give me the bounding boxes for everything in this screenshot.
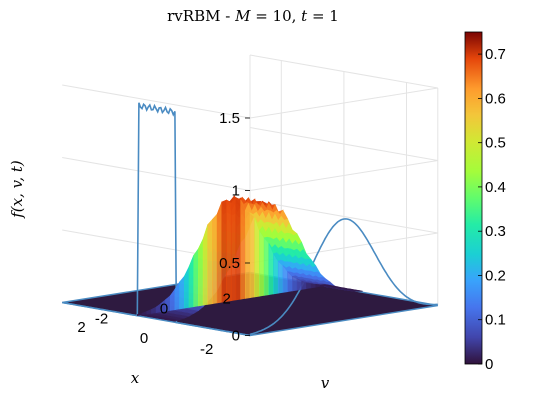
z-tick-label: 1 xyxy=(232,183,240,200)
surface-front-patch xyxy=(193,247,199,308)
x-axis-label: x xyxy=(131,369,140,387)
colorbar xyxy=(464,31,483,365)
x-tick-label: 2 xyxy=(77,319,85,336)
colorbar-tick-label: 0.3 xyxy=(485,223,506,240)
chart-title: rvRBM - M = 10, t = 1 xyxy=(167,7,339,25)
colorbar-tick-label: 0.4 xyxy=(485,179,506,196)
x-tick-label: 0 xyxy=(140,330,148,347)
surface-front-patch xyxy=(305,282,312,290)
colorbar-tick-label: 0.7 xyxy=(485,46,506,63)
surface-front-patch xyxy=(310,283,317,289)
v-tick-label: -2 xyxy=(95,311,108,328)
surface-front-patch xyxy=(263,236,270,296)
wall-projections xyxy=(62,102,438,337)
v-axis-label: v xyxy=(321,374,330,392)
colorbar-tick-label: 0.5 xyxy=(485,135,506,152)
colorbar-tick-label: 0.1 xyxy=(485,312,506,329)
z-axis-label: f(x, v, t) xyxy=(8,160,26,219)
surface-front-patch xyxy=(320,284,326,287)
surface-front-patch xyxy=(277,260,284,294)
surface-front-patch xyxy=(235,197,241,301)
colorbar-tick-label: 0 xyxy=(485,356,493,373)
z-tick-label: 1.5 xyxy=(219,110,240,127)
surface-front-patch xyxy=(230,196,237,302)
surface-plot xyxy=(137,195,363,322)
v-tick-label: 2 xyxy=(223,291,231,308)
colorbar-tick-label: 0.6 xyxy=(485,90,506,107)
axis-ticks: 0 0.5 1 1.5 -2 0 2 -2 0 2 xyxy=(77,110,250,358)
surface-front-patch xyxy=(315,284,321,288)
surface-front-patch xyxy=(291,275,298,292)
surface-front-patch xyxy=(184,266,190,309)
projection-v-profile xyxy=(249,218,438,336)
surface-front-patch xyxy=(226,199,232,302)
surface-front-patch xyxy=(273,252,279,295)
surface-front-patch xyxy=(240,199,246,300)
surface-front-patch xyxy=(249,211,255,299)
surface-front-patch xyxy=(259,229,265,297)
colorbar-tick-label: 0.2 xyxy=(485,268,506,285)
projection-x-profile xyxy=(62,102,251,337)
surface-front-patch xyxy=(245,209,251,299)
colorbar-ticks: 0 0.1 0.2 0.3 0.4 0.5 0.6 0.7 xyxy=(478,46,506,373)
v-tick-label: 0 xyxy=(160,301,168,318)
surface-front-patch xyxy=(212,213,218,305)
surface-front-patch xyxy=(188,255,194,308)
surface-front-patch xyxy=(216,201,223,304)
z-tick-label: 0 xyxy=(232,328,240,345)
surface-front-patch xyxy=(221,199,227,303)
surface-front-patch xyxy=(179,275,185,310)
surface-front-patch xyxy=(207,218,213,305)
z-tick-label: 0.5 xyxy=(219,255,240,272)
surface-front-patch xyxy=(254,217,260,298)
surface-front-patch xyxy=(202,224,208,306)
x-tick-label: -2 xyxy=(200,341,213,358)
surface-front-patch xyxy=(198,238,204,307)
